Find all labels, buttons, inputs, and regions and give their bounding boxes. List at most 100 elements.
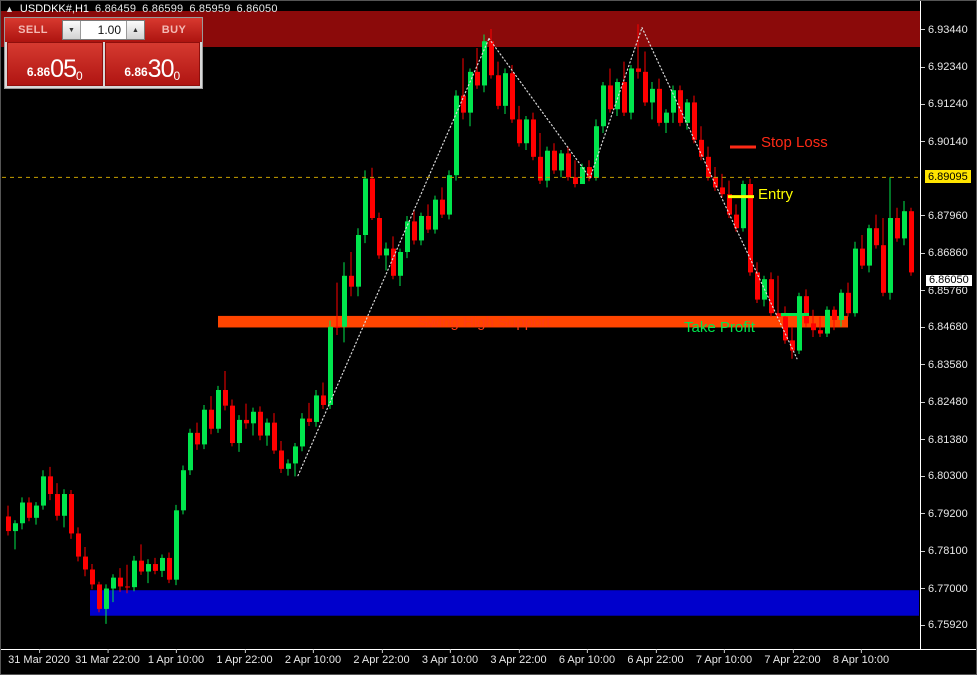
- candle: [482, 34, 487, 93]
- price-tick-label: 6.80300: [928, 470, 968, 483]
- chevron-up-icon[interactable]: ▲: [126, 21, 144, 39]
- time-tick-label: 3 Apr 22:00: [490, 649, 547, 666]
- candle: [111, 574, 116, 603]
- tick-mark: [921, 588, 925, 589]
- price-tick: 6.93440: [921, 24, 968, 36]
- candlestick-plot-area[interactable]: [2, 11, 919, 648]
- tick-mark: [921, 475, 925, 477]
- candle: [580, 163, 585, 185]
- candle: [405, 215, 410, 259]
- chart-svg: [2, 11, 919, 624]
- candle: [678, 85, 683, 127]
- candle: [496, 61, 501, 110]
- price-tick-label: 6.77000: [928, 582, 968, 595]
- candle: [76, 527, 81, 562]
- price-tick-label: 6.82480: [928, 396, 968, 409]
- candle: [342, 262, 347, 343]
- price-tick-label: 6.86860: [928, 247, 968, 260]
- candle: [251, 407, 256, 436]
- candle: [699, 126, 704, 161]
- price-tick: 6.81380: [921, 434, 968, 446]
- tick-mark: [921, 550, 925, 552]
- candle: [895, 207, 900, 242]
- candle: [517, 105, 522, 147]
- candle: [6, 505, 11, 536]
- chevron-down-icon[interactable]: ▼: [63, 21, 81, 39]
- candle: [538, 133, 543, 185]
- tick-mark: [587, 649, 588, 653]
- candle: [202, 404, 207, 450]
- ohlc-low: 6.85959: [189, 3, 231, 15]
- candle: [419, 212, 424, 246]
- candle: [545, 146, 550, 188]
- buy-price-pips: 30: [147, 55, 175, 84]
- candle: [825, 306, 830, 337]
- candle: [195, 422, 200, 450]
- price-tick: 6.80300: [921, 470, 968, 482]
- candle: [762, 275, 767, 307]
- ohlc-open: 6.86459: [95, 3, 137, 15]
- time-tick-label: 2 Apr 22:00: [353, 649, 410, 666]
- candle: [622, 61, 627, 117]
- candle: [146, 559, 151, 584]
- sell-button[interactable]: 6.86 05 0: [7, 42, 103, 86]
- tick-mark: [921, 624, 925, 626]
- candle: [860, 235, 865, 269]
- price-tick: 6.75920: [921, 619, 968, 631]
- one-click-trading-panel[interactable]: SELL ▼ 1.00 ▲ BUY 6.86 05 0 6.86 30 0: [4, 17, 203, 89]
- price-tick: 6.91240: [921, 98, 968, 110]
- candle: [223, 370, 228, 411]
- tick-mark: [313, 649, 314, 653]
- candle: [811, 309, 816, 337]
- candle: [888, 177, 893, 300]
- candle: [328, 320, 333, 410]
- bid-price-box: 6.86050: [925, 273, 973, 287]
- candle: [384, 242, 389, 271]
- time-tick-label: 31 Mar 2020: [8, 649, 70, 666]
- candle: [272, 413, 277, 454]
- price-tick-label: 6.79200: [928, 507, 968, 520]
- candle: [706, 146, 711, 181]
- time-tick-label: 6 Apr 10:00: [559, 649, 615, 666]
- price-tick-label: 6.92340: [928, 61, 968, 74]
- candle: [398, 248, 403, 286]
- volume-input[interactable]: 1.00: [81, 21, 126, 39]
- buy-price-prefix: 6.86: [124, 65, 148, 79]
- price-tick: 6.87960: [921, 210, 968, 222]
- candle: [594, 119, 599, 181]
- candle: [524, 116, 529, 151]
- time-tick-label: 8 Apr 10:00: [833, 649, 889, 666]
- price-axis[interactable]: 6.93440 6.92340 6.91240 6.90140 6.87960 6.868…: [920, 1, 976, 649]
- time-tick-label: 7 Apr 10:00: [696, 649, 752, 666]
- price-tick: 6.77000: [921, 583, 968, 595]
- candle: [489, 29, 494, 79]
- candle: [447, 170, 452, 220]
- time-axis[interactable]: 31 Mar 2020 31 Mar 22:00 1 Apr 10:00 1 Apr …: [1, 649, 976, 674]
- time-tick-label: 1 Apr 10:00: [148, 649, 204, 666]
- candle: [867, 224, 872, 273]
- candle: [307, 402, 312, 427]
- candle: [286, 459, 291, 476]
- candle: [713, 167, 718, 191]
- buy-button[interactable]: 6.86 30 0: [104, 42, 200, 86]
- tick-mark: [921, 290, 925, 292]
- candle: [902, 201, 907, 246]
- candle: [314, 390, 319, 427]
- candle: [433, 195, 438, 234]
- price-tick: 6.78100: [921, 545, 968, 557]
- time-tick-label: 1 Apr 22:00: [216, 649, 273, 666]
- candle: [209, 396, 214, 435]
- candle: [370, 167, 375, 221]
- ohlc-close: 6.86050: [236, 3, 278, 15]
- price-tick-label: 6.90140: [928, 135, 968, 148]
- tick-mark: [921, 141, 925, 143]
- price-tick: 6.85760: [921, 285, 968, 297]
- price-tick: 6.79200: [921, 508, 968, 520]
- volume-stepper[interactable]: ▼ 1.00 ▲: [62, 20, 145, 40]
- tick-mark: [724, 649, 725, 653]
- candle: [769, 272, 774, 317]
- tick-mark: [518, 649, 520, 653]
- candle: [279, 440, 284, 473]
- candle: [615, 78, 620, 117]
